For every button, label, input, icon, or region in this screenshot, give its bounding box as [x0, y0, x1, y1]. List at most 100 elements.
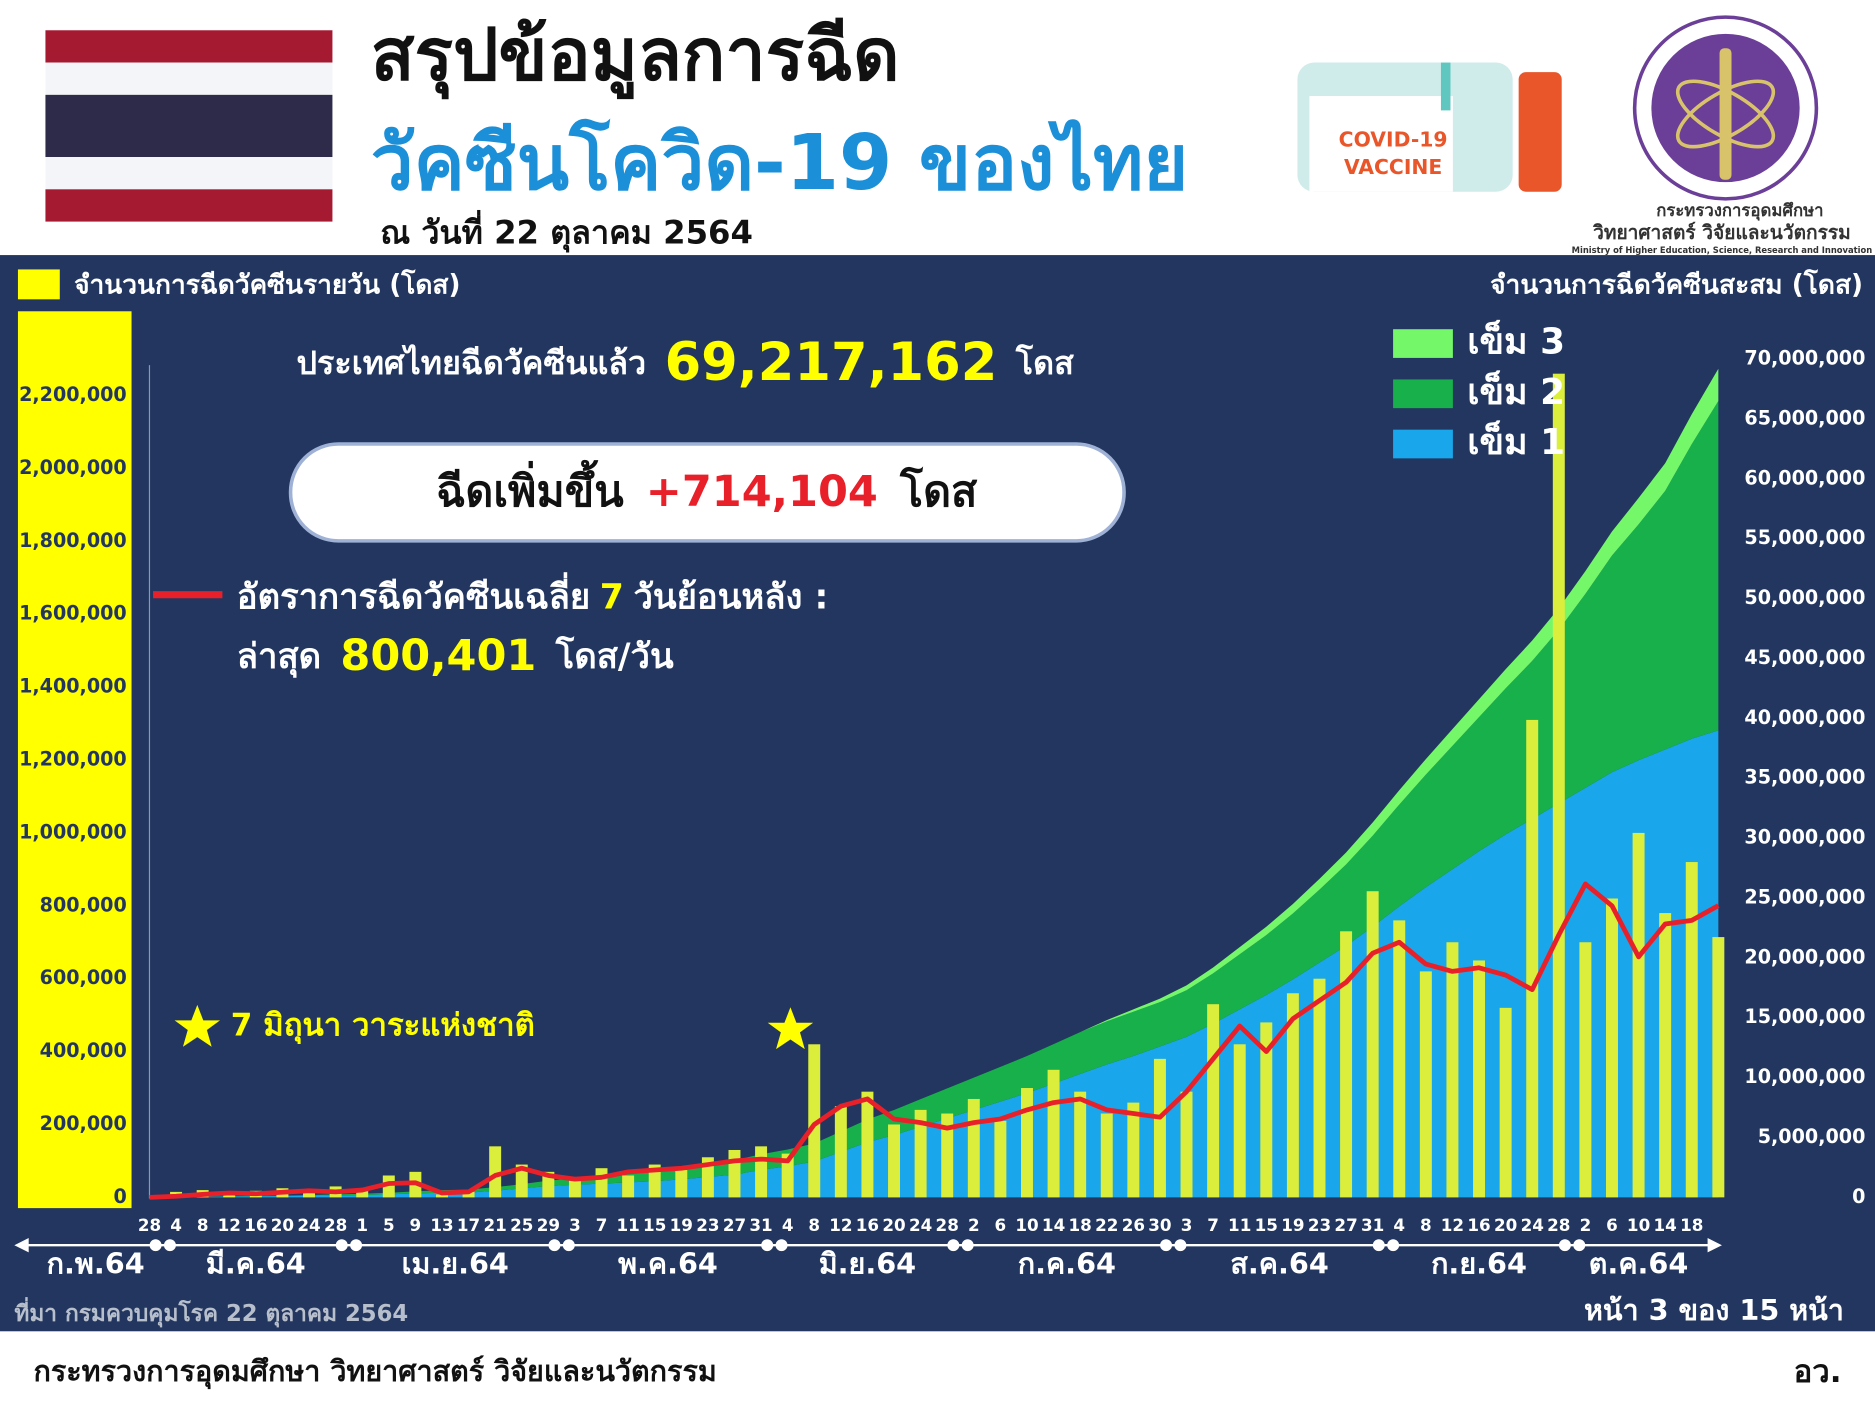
x-group-label: ก.ค.64 [1018, 1247, 1116, 1281]
y2-tick-label: 20,000,000 [1744, 945, 1865, 968]
x-group-label: มิ.ย.64 [819, 1247, 916, 1281]
x-tick-label: 12 [218, 1215, 241, 1235]
latest-text: ล่าสุด 800,401 โดส/วัน [237, 631, 674, 681]
x-group-label: ก.ย.64 [1431, 1247, 1527, 1281]
vaccine-label: VACCINE [1344, 155, 1442, 179]
bar [595, 1168, 608, 1198]
group-divider [1573, 1239, 1586, 1252]
y2-tick-label: 70,000,000 [1744, 347, 1865, 370]
areas [149, 368, 1719, 1198]
bar [1499, 1007, 1512, 1198]
increase-label: ฉีดเพิ่มขึ้น [436, 459, 624, 517]
x-tick-label: 18 [1680, 1215, 1703, 1235]
bar [1446, 942, 1459, 1198]
x-tick-label: 24 [909, 1215, 932, 1235]
y-axis-band [17, 311, 132, 1209]
bar [1127, 1102, 1140, 1198]
x-tick-label: 10 [1627, 1215, 1650, 1235]
x-tick-label: 27 [723, 1215, 746, 1235]
total-text: ประเทศไทยฉีดวัคซีนแล้ว 69,217,162 โดส [297, 332, 1075, 393]
x-tick-label: 24 [297, 1215, 320, 1235]
x-tick-label: 22 [1095, 1215, 1118, 1235]
bar [1286, 993, 1299, 1198]
x-group-label: ส.ค.64 [1230, 1247, 1328, 1281]
group-divider [947, 1239, 960, 1252]
y2-tick-label: 30,000,000 [1744, 826, 1865, 849]
bar [941, 1113, 954, 1198]
bar [1659, 913, 1672, 1198]
x-tick-label: 25 [510, 1215, 533, 1235]
line-legend-part: อัตราการฉีดวัคซีนเฉลี่ย [237, 571, 590, 617]
x-group-label: ก.พ.64 [47, 1247, 145, 1281]
y2-tick-label: 35,000,000 [1744, 766, 1865, 789]
bar [1393, 920, 1406, 1198]
y-tick-label: 400,000 [40, 1039, 127, 1062]
ministry-name: วิทยาศาสตร์ วิจัยและนวัตกรรม [1592, 221, 1851, 244]
bar [1153, 1058, 1166, 1198]
bar [994, 1120, 1007, 1198]
bar [1552, 373, 1565, 1198]
group-divider [761, 1239, 774, 1252]
y-tick-label: 2,000,000 [19, 456, 127, 479]
x-tick-label: 2 [1580, 1215, 1592, 1235]
x-tick-label: 4 [1393, 1215, 1405, 1235]
x-tick-label: 31 [1361, 1215, 1384, 1235]
x-group-label: เม.ย.64 [402, 1247, 509, 1281]
x-tick-label: 16 [1467, 1215, 1490, 1235]
title: สรุปข้อมูลการฉีด [371, 13, 900, 100]
x-tick-label: 28 [936, 1215, 959, 1235]
bar [1047, 1069, 1060, 1198]
x-tick-label: 9 [410, 1215, 422, 1235]
x-tick-label: 24 [1521, 1215, 1544, 1235]
x-tick-label: 27 [1334, 1215, 1357, 1235]
lines [149, 881, 1720, 1200]
y-tick-label: 1,400,000 [19, 675, 127, 698]
x-tick-label: 21 [484, 1215, 507, 1235]
x-tick-label: 4 [782, 1215, 794, 1235]
x-tick-label: 20 [882, 1215, 905, 1235]
latest-label: ล่าสุด [237, 637, 321, 678]
x-tick-label: 11 [1228, 1215, 1251, 1235]
group-divider [1160, 1239, 1173, 1252]
y-tick-label: 2,200,000 [19, 383, 127, 406]
bar [1100, 1113, 1113, 1198]
total-unit: โดส [1015, 344, 1074, 382]
x-tick-label: 12 [829, 1215, 852, 1235]
bar [622, 1175, 635, 1198]
x-group-label: มี.ค.64 [206, 1247, 306, 1281]
bar [781, 1153, 794, 1198]
x-tick-label: 14 [1042, 1215, 1065, 1235]
x-tick-label: 2 [968, 1215, 980, 1235]
y2-tick-label: 55,000,000 [1744, 526, 1865, 549]
x-tick-label: 23 [1308, 1215, 1331, 1235]
y2-tick-label: 60,000,000 [1744, 466, 1865, 489]
x-tick-label: 12 [1441, 1215, 1464, 1235]
increase-value: +714,104 [646, 467, 878, 517]
y-tick-label: 1,800,000 [19, 529, 127, 552]
page-number: หน้า 3 ของ 15 หน้า [1584, 1293, 1844, 1327]
subtitle: วัคซีนโควิด-19 ของไทย [371, 118, 1189, 208]
bar [435, 1194, 448, 1198]
x-tick-label: 3 [1181, 1215, 1193, 1235]
y2-tick-label: 25,000,000 [1744, 885, 1865, 908]
bar [1366, 891, 1379, 1198]
x-group-label: ต.ค.64 [1589, 1247, 1689, 1281]
x-tick-label: 20 [271, 1215, 294, 1235]
x-tick-label: 19 [670, 1215, 693, 1235]
y2-tick-label: 15,000,000 [1744, 1005, 1865, 1028]
bar [1021, 1088, 1033, 1198]
source: ที่มา กรมควบคุมโรค 22 ตุลาคม 2564 [14, 1297, 408, 1328]
x-tick-label: 14 [1654, 1215, 1677, 1235]
ministry-name: กระทรวงการอุดมศึกษา [1656, 200, 1823, 221]
area [149, 401, 1719, 1198]
x-tick-label: 8 [197, 1215, 209, 1235]
thai-flag [45, 30, 333, 222]
bar [808, 1044, 821, 1198]
plot-area [149, 368, 1725, 1200]
star-marker [767, 1007, 814, 1050]
bar [1526, 719, 1539, 1198]
total-label: ประเทศไทยฉีดวัคซีนแล้ว [297, 344, 647, 382]
group-divider [961, 1239, 974, 1252]
x-tick-label: 11 [616, 1215, 639, 1235]
